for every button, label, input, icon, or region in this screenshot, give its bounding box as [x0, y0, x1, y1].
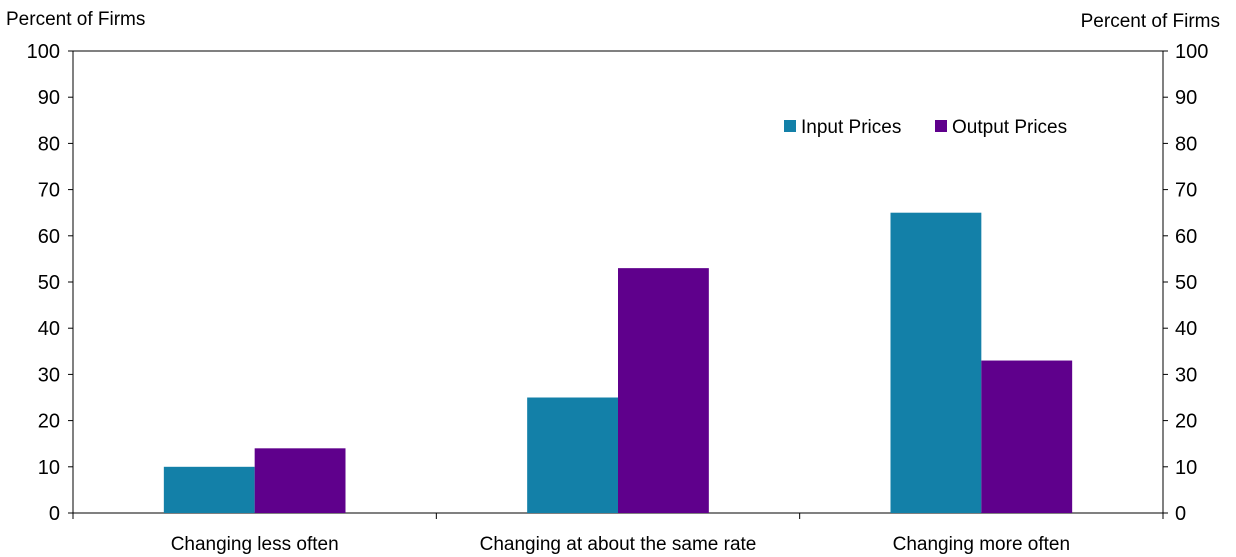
- left-tick-label: 10: [38, 457, 60, 479]
- category-label: Changing more often: [893, 534, 1070, 555]
- left-tick-label: 70: [38, 180, 60, 202]
- bar-input-prices: [527, 397, 618, 513]
- left-tick-label: 100: [27, 41, 60, 63]
- bar-output-prices: [254, 448, 346, 513]
- right-tick-label: 70: [1175, 180, 1197, 202]
- right-tick-label: 10: [1175, 457, 1197, 479]
- legend-label: Input Prices: [801, 117, 901, 138]
- left-tick-label: 30: [38, 364, 60, 386]
- left-tick-label: 20: [38, 411, 60, 433]
- left-axis-title: Percent of Firms: [6, 9, 145, 30]
- right-tick-label: 50: [1175, 272, 1197, 294]
- legend-swatch: [935, 120, 947, 132]
- left-tick-label: 60: [38, 226, 60, 248]
- left-tick-label: 50: [38, 272, 60, 294]
- legend-label: Output Prices: [952, 117, 1067, 138]
- left-tick-label: 0: [49, 503, 60, 525]
- bar-output-prices: [981, 360, 1073, 513]
- right-axis-title: Percent of Firms: [1081, 11, 1220, 32]
- right-tick-label: 60: [1175, 226, 1197, 248]
- bar-input-prices: [163, 466, 255, 513]
- right-tick-label: 0: [1175, 503, 1186, 525]
- right-tick-label: 30: [1175, 364, 1197, 386]
- bar-input-prices: [890, 212, 982, 513]
- bars: [163, 212, 1073, 513]
- category-label: Changing less often: [171, 534, 339, 555]
- category-label: Changing at about the same rate: [480, 534, 757, 555]
- axis-ticks: 0 0 10 10 20 20 30 30 40 40 50 50 60 60 70 70 80 80 90 90 10…: [27, 41, 1209, 525]
- right-tick-label: 40: [1175, 318, 1197, 340]
- bar-output-prices: [618, 268, 709, 513]
- left-tick-label: 80: [38, 133, 60, 155]
- right-tick-label: 90: [1175, 87, 1197, 109]
- right-tick-label: 100: [1175, 41, 1208, 63]
- right-tick-label: 80: [1175, 133, 1197, 155]
- right-tick-label: 20: [1175, 411, 1197, 433]
- legend: Input Prices Output Prices: [784, 117, 1067, 138]
- left-tick-label: 90: [38, 87, 60, 109]
- category-labels: Changing less often Changing at about the…: [171, 534, 1070, 555]
- legend-swatch: [784, 120, 796, 132]
- left-tick-label: 40: [38, 318, 60, 340]
